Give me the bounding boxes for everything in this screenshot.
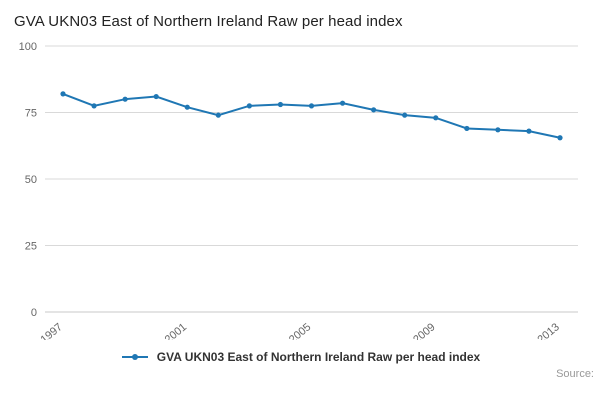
data-point	[60, 91, 66, 97]
x-tick-label: 2005	[287, 321, 313, 340]
legend-label: GVA UKN03 East of Northern Ireland Raw p…	[156, 350, 481, 364]
data-point	[371, 107, 377, 113]
data-point	[122, 96, 128, 102]
x-tick-label: 2009	[411, 321, 437, 340]
data-point	[246, 103, 252, 109]
y-tick-label: 100	[19, 41, 37, 53]
data-point	[464, 125, 470, 132]
data-point	[308, 103, 315, 109]
data-point	[433, 115, 439, 121]
page-title: GVA UKN03 East of Northern Ireland Raw p…	[14, 13, 403, 30]
data-point	[215, 112, 221, 118]
series-line	[62, 92, 561, 139]
data-point	[153, 93, 159, 100]
data-point	[277, 101, 284, 108]
x-tick-label: 2001	[163, 321, 189, 340]
y-tick-label: 0	[31, 307, 37, 319]
data-point	[339, 100, 346, 106]
data-point	[184, 104, 190, 110]
legend: GVA UKN03 East of Northern Ireland Raw p…	[0, 350, 600, 364]
y-tick-label: 50	[25, 174, 37, 186]
data-point	[402, 112, 408, 118]
data-point	[91, 103, 97, 109]
legend-line-icon	[121, 354, 148, 360]
x-tick-label: 1997	[38, 321, 64, 340]
data-point	[526, 128, 532, 134]
source-label: Source:	[556, 368, 594, 380]
x-tick-label: 2013	[535, 321, 561, 340]
y-tick-label: 25	[25, 241, 37, 253]
data-point	[557, 135, 563, 141]
data-point	[495, 127, 501, 133]
line-chart: 0 25 50 75 100 1997 2001 2005 2009 2013	[19, 41, 578, 340]
y-tick-label: 75	[25, 108, 37, 120]
